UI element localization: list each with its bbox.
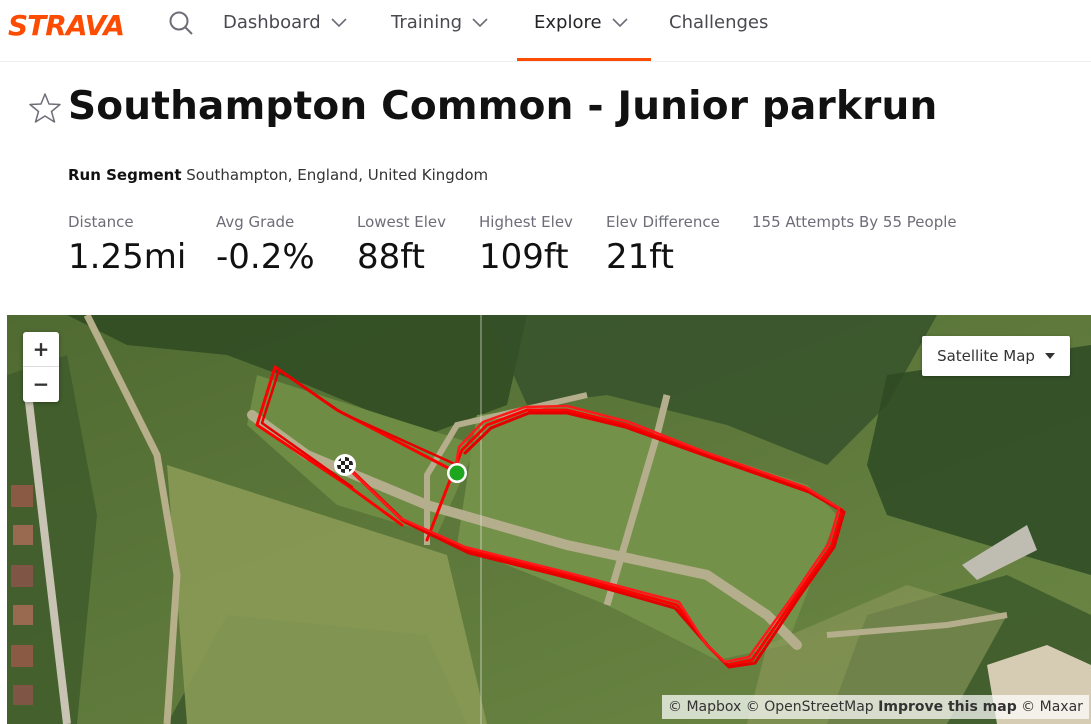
nav-dashboard-label: Dashboard	[223, 12, 321, 33]
chevron-down-icon	[331, 17, 347, 27]
zoom-in-button[interactable]: +	[23, 332, 59, 367]
page-title: Southampton Common - Junior parkrun	[68, 84, 938, 129]
map-type-dropdown[interactable]: Satellite Map	[922, 336, 1070, 376]
nav-explore-label: Explore	[534, 12, 602, 33]
star-icon[interactable]	[29, 92, 61, 124]
map-type-label: Satellite Map	[937, 347, 1035, 365]
stat-lowest-elev: Lowest Elev 88ft	[357, 213, 446, 277]
caret-down-icon	[1044, 353, 1055, 359]
stat-avg-grade: Avg Grade -0.2%	[216, 213, 315, 277]
stat-label: Elev Difference	[606, 213, 720, 231]
nav-training[interactable]: Training	[391, 12, 488, 33]
start-marker-icon[interactable]	[449, 465, 465, 481]
stat-value: 88ft	[357, 237, 425, 277]
attempts-count[interactable]: 155 Attempts By 55 People	[752, 213, 957, 231]
active-tab-indicator	[517, 58, 651, 61]
nav-dashboard[interactable]: Dashboard	[223, 12, 347, 33]
segment-subtitle: Run Segment Southampton, England, United…	[68, 166, 488, 184]
stat-value: -0.2%	[216, 237, 315, 277]
stat-highest-elev: Highest Elev 109ft	[479, 213, 573, 277]
segment-location: Southampton, England, United Kingdom	[186, 166, 489, 184]
mapbox-attribution-link[interactable]: © Mapbox	[668, 699, 742, 715]
maxar-attribution-link[interactable]: © Maxar	[1021, 699, 1083, 715]
stat-label: Avg Grade	[216, 213, 295, 231]
nav-explore[interactable]: Explore	[534, 12, 628, 33]
stat-value: 109ft	[479, 237, 569, 277]
finish-marker-icon[interactable]	[334, 454, 356, 476]
chevron-down-icon	[611, 17, 628, 27]
segment-route	[255, 365, 846, 669]
zoom-control: + −	[23, 332, 59, 402]
satellite-imagery	[7, 315, 1091, 724]
segment-type: Run Segment	[68, 166, 182, 184]
stat-label: Distance	[68, 213, 134, 231]
zoom-out-button[interactable]: −	[32, 372, 50, 396]
search-icon[interactable]	[168, 10, 194, 36]
stat-label: Lowest Elev	[357, 213, 446, 231]
stat-value: 21ft	[606, 237, 674, 277]
nav-training-label: Training	[391, 12, 463, 33]
improve-map-link[interactable]: Improve this map	[878, 699, 1017, 715]
stat-distance: Distance 1.25mi	[68, 213, 186, 277]
nav-challenges[interactable]: Challenges	[669, 12, 768, 33]
stat-elev-difference: Elev Difference 21ft	[606, 213, 720, 277]
segment-map[interactable]: + − Satellite Map © Mapbox © OpenStreetM…	[7, 315, 1091, 724]
strava-logo[interactable]: STRAVA	[8, 9, 125, 42]
stat-label: Highest Elev	[479, 213, 573, 231]
nav-challenges-label: Challenges	[669, 12, 769, 33]
stat-value: 1.25mi	[68, 237, 187, 277]
chevron-down-icon	[472, 17, 488, 27]
map-attribution: © Mapbox © OpenStreetMap Improve this ma…	[662, 695, 1089, 719]
top-nav: STRAVA Dashboard Training Explore Challe…	[0, 0, 1091, 62]
osm-attribution-link[interactable]: © OpenStreetMap	[745, 699, 874, 715]
